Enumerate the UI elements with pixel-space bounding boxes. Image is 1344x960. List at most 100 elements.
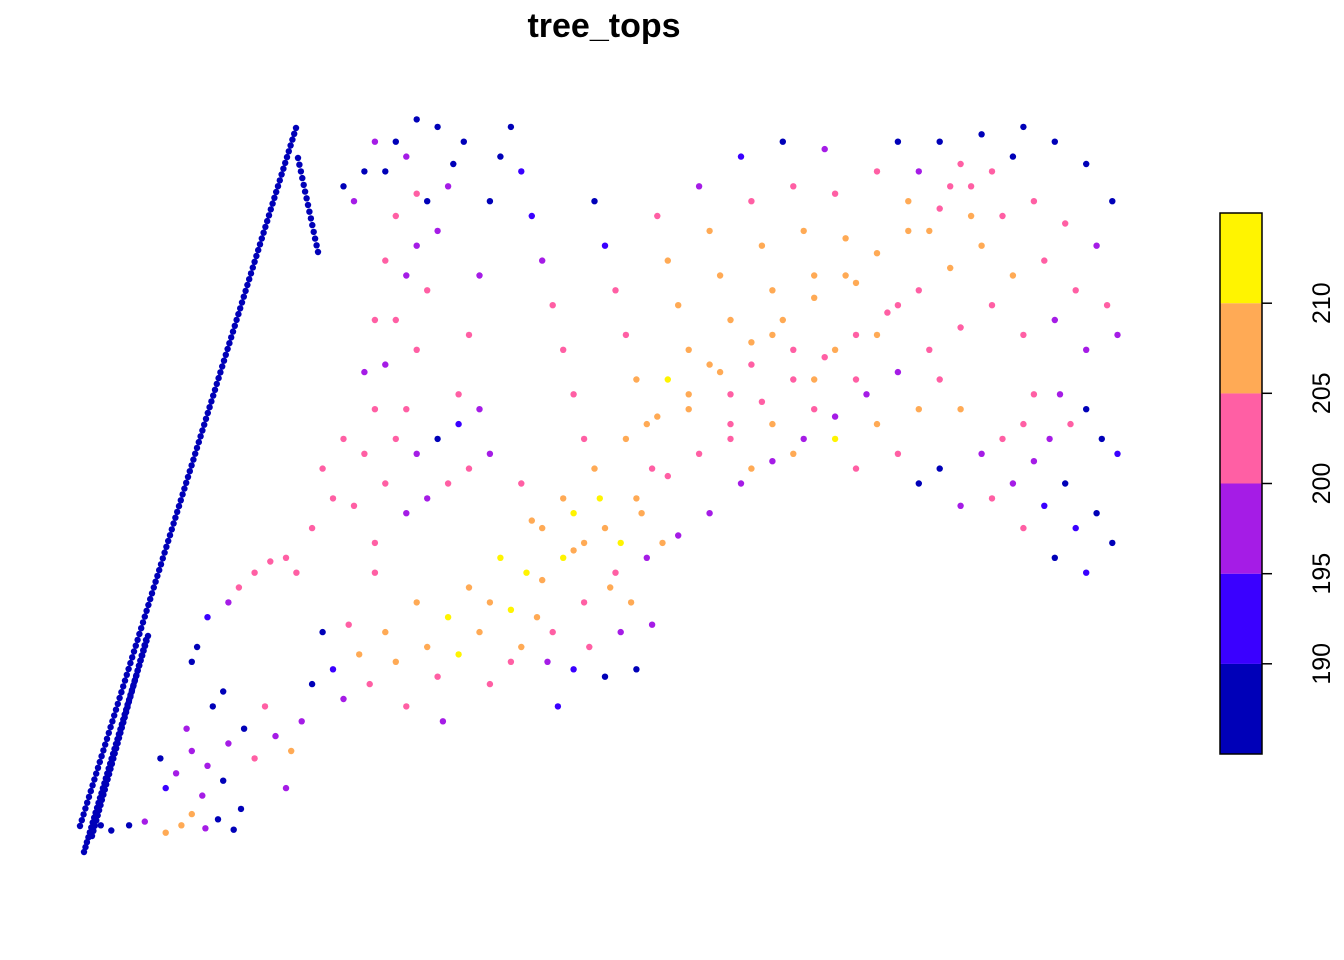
- tree-top-point: [936, 205, 943, 212]
- tree-top-point: [209, 703, 216, 710]
- flight-line-point: [291, 130, 298, 137]
- tree-top-point: [873, 420, 881, 428]
- flight-line-point: [124, 703, 131, 711]
- tree-top-point: [455, 391, 462, 398]
- tree-top-point: [204, 614, 211, 621]
- tree-top-point: [424, 198, 431, 205]
- tree-top-point: [654, 413, 661, 420]
- tree-top-point: [460, 138, 467, 145]
- tree-top-point: [580, 435, 588, 443]
- tree-top-point: [926, 227, 933, 235]
- colorbar-segment: [1220, 663, 1262, 754]
- tree-top-point: [450, 160, 457, 168]
- tree-top-point: [570, 666, 577, 673]
- tree-top-point: [237, 805, 245, 813]
- tree-top-point: [465, 465, 473, 472]
- tree-top-point: [220, 777, 227, 784]
- flight-line-point: [97, 801, 104, 809]
- tree-top-point: [220, 688, 227, 695]
- tree-top-point: [831, 190, 839, 197]
- tree-top-point: [403, 153, 410, 160]
- tree-top-point: [915, 287, 922, 294]
- flight-line-point: [278, 171, 285, 178]
- flight-line-point: [292, 124, 300, 132]
- tree-top-point: [97, 822, 105, 829]
- tree-top-point: [758, 242, 766, 249]
- flight-line-point: [306, 208, 313, 215]
- flight-line-point: [118, 689, 125, 696]
- tree-top-point: [1030, 458, 1038, 465]
- tree-top-point: [1093, 242, 1100, 249]
- flight-line-point: [141, 613, 148, 620]
- flight-line-point: [204, 409, 211, 417]
- tree-top-point: [382, 628, 389, 636]
- tree-top-point: [884, 309, 891, 316]
- flight-line-point: [303, 195, 310, 202]
- tree-top-point: [424, 495, 431, 502]
- tree-top-point: [371, 569, 379, 576]
- flight-line-point: [113, 745, 120, 752]
- tree-top-point: [1114, 450, 1121, 457]
- flight-line-point: [101, 786, 109, 793]
- flight-line-point: [299, 174, 306, 182]
- tree-top-point: [675, 532, 682, 539]
- tree-top-point: [528, 517, 535, 524]
- flight-line-point: [294, 154, 302, 162]
- tree-top-point: [235, 584, 243, 591]
- tree-top-point: [89, 825, 96, 833]
- flight-line-point: [131, 678, 138, 685]
- tree-top-point: [434, 123, 441, 131]
- flight-line-point: [121, 677, 129, 684]
- tree-top-point: [1114, 331, 1121, 339]
- tree-top-point: [560, 495, 567, 502]
- flight-line-point: [105, 770, 113, 778]
- tree-top-point: [403, 406, 410, 413]
- flight-line-point: [157, 561, 165, 568]
- tree-top-point: [371, 138, 379, 145]
- tree-top-point: [1020, 331, 1027, 339]
- tree-top-point: [382, 480, 389, 487]
- tree-top-point: [648, 621, 656, 628]
- colorbar-segment: [1220, 303, 1262, 394]
- flight-line-point: [224, 345, 231, 353]
- flight-line-point: [244, 281, 251, 289]
- tree-top-point: [371, 406, 379, 413]
- tree-top-point: [413, 346, 420, 353]
- flight-line-point: [228, 334, 235, 341]
- tree-top-point: [905, 227, 912, 235]
- flight-line-point: [110, 755, 117, 762]
- flight-line-point: [102, 741, 109, 748]
- tree-top-point: [873, 168, 881, 175]
- flight-line-point: [125, 665, 132, 673]
- tree-top-point: [361, 450, 368, 457]
- flight-line-point: [104, 776, 111, 783]
- flight-line-point: [93, 817, 100, 824]
- tree-top-point: [1020, 123, 1027, 131]
- tree-top-point: [748, 339, 755, 346]
- tree-top-point: [308, 524, 316, 532]
- tree-top-point: [199, 792, 206, 799]
- tree-top-point: [392, 316, 399, 324]
- flight-line-point: [296, 161, 303, 168]
- tree-top-point: [601, 673, 609, 680]
- tree-top-point: [863, 391, 870, 398]
- flight-line-point: [242, 287, 249, 295]
- flight-line-point: [174, 508, 181, 516]
- tree-top-point: [999, 435, 1006, 443]
- tree-top-point: [476, 406, 483, 413]
- tree-top-point: [444, 614, 452, 621]
- tree-top-point: [507, 123, 515, 131]
- flight-line-point: [125, 698, 133, 706]
- tree-top-point: [1098, 435, 1106, 443]
- flight-line-point: [283, 153, 291, 161]
- flight-line-point: [87, 787, 95, 795]
- flight-line-point: [95, 807, 103, 814]
- flight-line-point: [206, 404, 213, 411]
- tree-top-point: [748, 198, 755, 205]
- tree-top-point: [617, 628, 624, 636]
- flight-line-point: [111, 750, 118, 757]
- tree-top-point: [497, 554, 504, 561]
- tree-top-point: [758, 398, 766, 405]
- tree-top-point: [1020, 420, 1027, 428]
